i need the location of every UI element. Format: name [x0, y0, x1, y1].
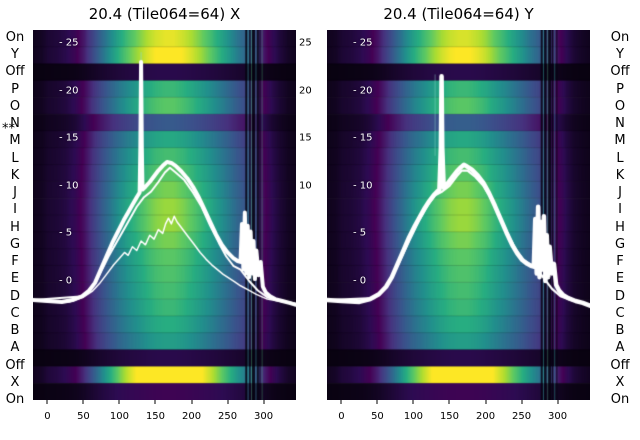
left-axis-label-d-15: D: [9, 288, 20, 304]
x-tick-mark: [82, 400, 84, 404]
x-tick-mark: [154, 400, 156, 404]
right-axis-label-y-1: Y: [616, 47, 624, 63]
heatmap-panel-y: - 25 - 20 - 15 - 10 - 5 - 0: [327, 30, 590, 400]
right-axis-label-i-10: I: [618, 202, 622, 218]
right-axis-label-off-2: Off: [610, 64, 630, 80]
y-tick-label-right: 25: [299, 37, 312, 49]
x-tick-mark: [521, 400, 523, 404]
right-axis-label-c-16: C: [615, 305, 625, 321]
y-tick-label: - 0: [353, 275, 367, 287]
left-axis-label-on-0: On: [5, 30, 25, 45]
left-axis-label-p-3: P: [11, 81, 19, 97]
heatmap-canvas-y: [327, 30, 590, 400]
x-tick-mark: [557, 400, 559, 404]
row-marker: **: [2, 121, 15, 137]
left-axis-label-j-9: J: [13, 185, 17, 201]
y-tick-label: - 10: [353, 180, 373, 192]
right-axis-label-on-0: On: [610, 30, 630, 45]
x-tick-label: 50: [77, 411, 90, 422]
y-tick-label: - 0: [59, 275, 73, 287]
y-tick-label: - 10: [59, 180, 79, 192]
y-tick-label: - 15: [59, 132, 79, 144]
x-tick-mark: [227, 400, 229, 404]
right-axis-label-k-8: K: [615, 167, 625, 183]
right-axis-label-p-3: P: [616, 81, 624, 97]
x-tick-mark: [448, 400, 450, 404]
right-axis-label-j-9: J: [618, 185, 622, 201]
y-tick-label-right: 20: [299, 85, 312, 97]
x-tick-label: 150: [439, 411, 460, 422]
x-tick-label: 200: [181, 411, 202, 422]
x-tick-mark: [263, 400, 265, 404]
x-tick-mark: [46, 400, 48, 404]
right-axis-label-l-7: L: [616, 150, 624, 166]
heatmap-panel-x: - 25 - 20 - 15 - 10 - 5 - 0: [33, 30, 296, 400]
right-axis-label-o-4: O: [614, 98, 626, 114]
right-axis-label-x-20: X: [615, 374, 625, 390]
x-tick-label: 300: [254, 411, 274, 422]
x-tick-mark: [376, 400, 378, 404]
right-axis-label-g-12: G: [614, 236, 626, 252]
left-axis-label-m-6: M: [9, 133, 21, 149]
x-tick-label: 100: [109, 411, 129, 422]
left-axis-label-f-13: F: [11, 254, 19, 270]
left-axis-label-i-10: I: [13, 202, 17, 218]
x-tick-label: 0: [44, 411, 51, 422]
heatmap-canvas-x: [33, 30, 296, 400]
right-axis-label-m-6: M: [614, 133, 626, 149]
x-tick-mark: [191, 400, 193, 404]
y-tick-label: - 5: [59, 227, 73, 239]
left-axis-label-off-19: Off: [5, 357, 25, 373]
x-tick-label: 300: [548, 411, 568, 422]
left-axis-label-g-12: G: [9, 236, 21, 252]
y-tick-label-right: 10: [299, 180, 312, 192]
left-axis-label-a-18: A: [10, 340, 20, 356]
y-tick-label: - 25: [353, 37, 373, 49]
right-axis-label-a-18: A: [615, 340, 625, 356]
y-tick-label: - 20: [59, 85, 79, 97]
left-axis-label-c-16: C: [10, 305, 20, 321]
x-tick-label: 100: [403, 411, 423, 422]
right-axis-label-f-13: F: [616, 254, 624, 270]
x-tick-label: 150: [145, 411, 166, 422]
y-tick-label: - 25: [59, 37, 79, 49]
left-axis-label-k-8: K: [10, 167, 20, 183]
right-axis-label-off-19: Off: [610, 357, 630, 373]
left-axis-label-b-17: B: [10, 323, 20, 339]
panel-title-x: 20.4 (Tile064=64) X: [88, 5, 241, 23]
left-axis-label-off-2: Off: [5, 64, 25, 80]
y-tick-label: - 5: [353, 227, 367, 239]
x-tick-mark: [118, 400, 120, 404]
x-tick-mark: [340, 400, 342, 404]
panel-title-y: 20.4 (Tile064=64) Y: [383, 5, 534, 23]
right-axis-label-h-11: H: [615, 219, 625, 235]
right-axis-label-e-14: E: [615, 271, 625, 287]
left-axis-label-on-21: On: [5, 392, 25, 407]
x-tick-label: 200: [475, 411, 496, 422]
x-tick-label: 50: [371, 411, 384, 422]
y-tick-label-right: 15: [299, 132, 312, 144]
right-axis-label-on-21: On: [610, 392, 630, 407]
right-axis-label-b-17: B: [615, 323, 625, 339]
left-axis-label-x-20: X: [10, 374, 20, 390]
left-axis-label-n-5: N: [10, 116, 20, 132]
left-axis-label-o-4: O: [9, 98, 21, 114]
y-tick-label: - 20: [353, 85, 373, 97]
right-axis-labels: On Y Off P O N M L K J I H G F E D C B A Off X On: [602, 0, 638, 440]
x-tick-mark: [412, 400, 414, 404]
right-axis-label-d-15: D: [614, 288, 625, 304]
x-tick-label: 250: [512, 411, 532, 422]
x-tick-mark: [485, 400, 487, 404]
left-axis-labels: On Y Off P O N M L K J I H G F E D C B A Off X On: [0, 0, 30, 440]
right-axis-label-n-5: N: [615, 116, 625, 132]
left-axis-label-e-14: E: [10, 271, 20, 287]
left-axis-label-l-7: L: [11, 150, 19, 166]
y-tick-label: - 15: [353, 132, 373, 144]
left-axis-label-y-1: Y: [11, 47, 19, 63]
left-axis-label-h-11: H: [10, 219, 20, 235]
x-tick-label: 250: [218, 411, 238, 422]
x-tick-label: 0: [338, 411, 345, 422]
